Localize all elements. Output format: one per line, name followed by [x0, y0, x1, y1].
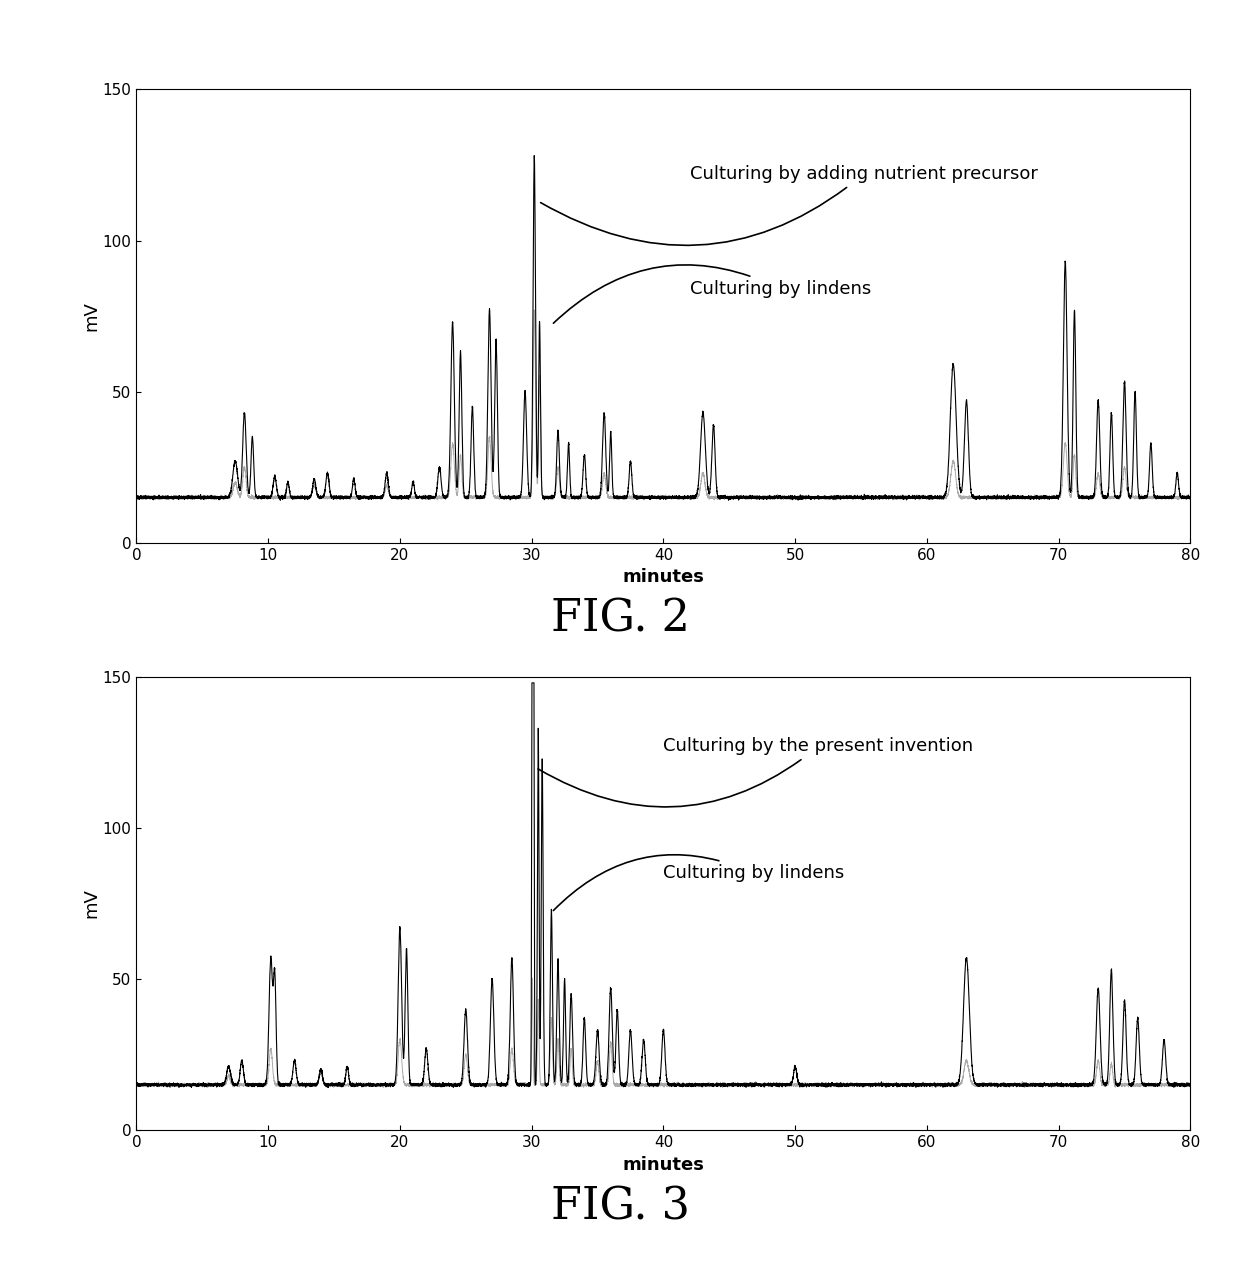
Text: FIG. 2: FIG. 2 [551, 598, 689, 641]
Text: Culturing by adding nutrient precursor: Culturing by adding nutrient precursor [541, 165, 1038, 245]
Y-axis label: mV: mV [82, 301, 100, 331]
Text: Culturing by lindens: Culturing by lindens [553, 264, 870, 323]
Text: FIG. 3: FIG. 3 [551, 1185, 689, 1228]
X-axis label: minutes: minutes [622, 1156, 704, 1174]
Y-axis label: mV: mV [82, 889, 100, 918]
Text: Culturing by the present invention: Culturing by the present invention [538, 737, 973, 807]
Text: Culturing by lindens: Culturing by lindens [553, 854, 844, 911]
X-axis label: minutes: minutes [622, 568, 704, 586]
